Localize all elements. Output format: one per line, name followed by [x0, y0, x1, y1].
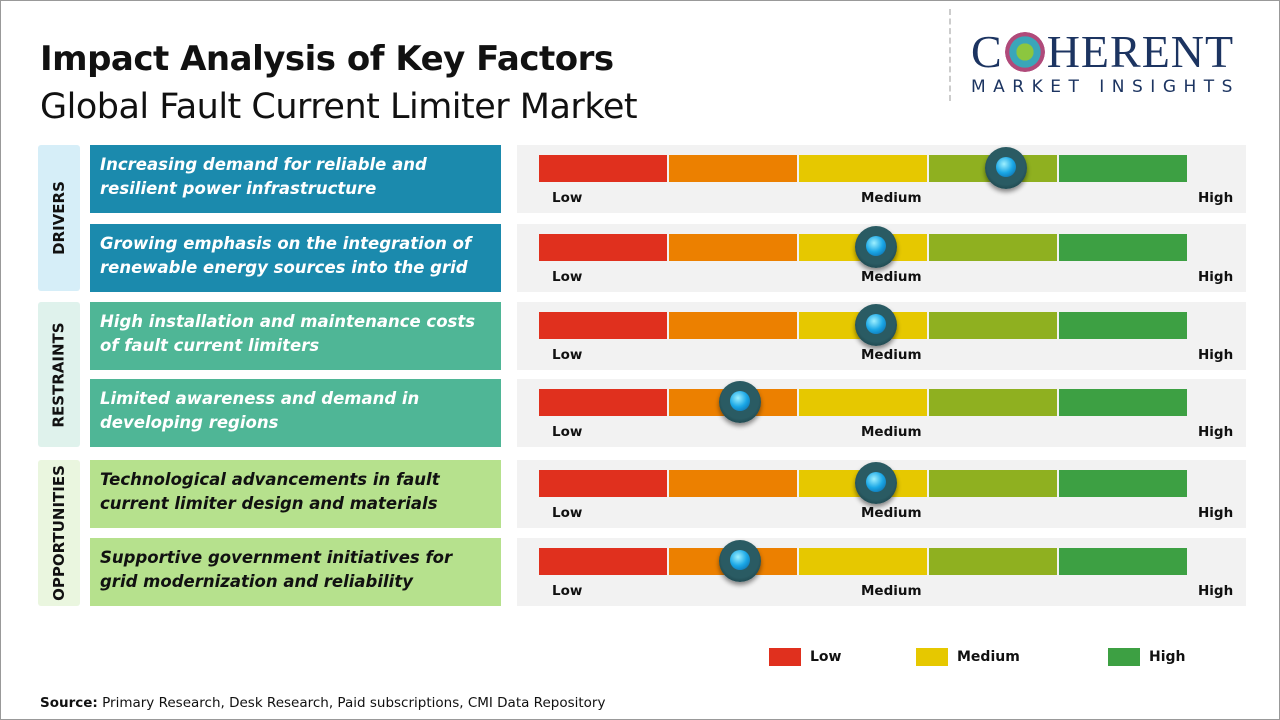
legend-swatch — [769, 648, 801, 666]
gauge-segment — [929, 312, 1057, 339]
gauge-label-high: High — [1198, 347, 1234, 363]
impact-gauge: Low Medium High — [517, 460, 1246, 528]
factor-text: Technological advancements in fault curr… — [90, 460, 501, 528]
gauge-bar — [539, 548, 1187, 575]
gauge-label-medium: Medium — [861, 269, 922, 285]
gauge-segment — [929, 548, 1057, 575]
gauge-label-high: High — [1198, 583, 1234, 599]
page-subtitle: Global Fault Current Limiter Market — [40, 87, 638, 127]
legend-label: Low — [810, 649, 842, 665]
gauge-segment — [669, 155, 797, 182]
divider — [949, 9, 951, 101]
gauge-label-medium: Medium — [861, 583, 922, 599]
source-label: Source: — [40, 695, 98, 711]
gauge-segment — [539, 470, 667, 497]
gauge-segment — [1059, 234, 1187, 261]
source-text: Primary Research, Desk Research, Paid su… — [97, 695, 606, 711]
gauge-segment — [539, 234, 667, 261]
category-restraints: RESTRAINTS — [38, 302, 80, 447]
gauge-bar — [539, 389, 1187, 416]
gauge-label-low: Low — [552, 424, 583, 440]
gauge-segment — [929, 389, 1057, 416]
gauge-label-low: Low — [552, 505, 583, 521]
logo-text: C — [971, 26, 1003, 77]
gauge-segment — [799, 155, 927, 182]
gauge-label-low: Low — [552, 269, 583, 285]
gauge-label-low: Low — [552, 347, 583, 363]
globe-icon — [1004, 32, 1045, 72]
gauge-bar — [539, 312, 1187, 339]
impact-gauge: Low Medium High — [517, 379, 1246, 447]
impact-gauge: Low Medium High — [517, 538, 1246, 606]
factor-text: Supportive government initiatives for gr… — [90, 538, 501, 606]
impact-gauge: Low Medium High — [517, 224, 1246, 292]
gauge-label-high: High — [1198, 505, 1234, 521]
gauge-segment — [1059, 470, 1187, 497]
gauge-segment — [669, 470, 797, 497]
gauge-knob-icon — [854, 226, 897, 268]
legend-swatch — [916, 648, 948, 666]
gauge-label-medium: Medium — [861, 505, 922, 521]
logo-subtext: MARKET INSIGHTS — [971, 77, 1240, 97]
legend-high: High — [1108, 648, 1186, 666]
category-label: DRIVERS — [50, 181, 69, 255]
legend-swatch — [1108, 648, 1140, 666]
gauge-segment — [929, 234, 1057, 261]
gauge-knob-icon — [718, 540, 761, 582]
legend-label: High — [1149, 649, 1186, 665]
gauge-segment — [539, 389, 667, 416]
factor-text: Increasing demand for reliable and resil… — [90, 145, 501, 213]
logo: C HERENT MARKET INSIGHTS — [971, 26, 1261, 98]
gauge-segment — [1059, 548, 1187, 575]
gauge-label-medium: Medium — [861, 347, 922, 363]
source-note: Source: Primary Research, Desk Research,… — [40, 695, 605, 711]
gauge-label-high: High — [1198, 269, 1234, 285]
gauge-knob-icon — [854, 462, 897, 504]
page-title: Impact Analysis of Key Factors — [40, 39, 614, 79]
gauge-segment — [929, 470, 1057, 497]
legend-medium: Medium — [916, 648, 1020, 666]
gauge-label-high: High — [1198, 424, 1234, 440]
gauge-segment — [669, 312, 797, 339]
gauge-segment — [1059, 389, 1187, 416]
category-opportunities: OPPORTUNITIES — [38, 460, 80, 606]
impact-gauge: Low Medium High — [517, 302, 1246, 370]
legend-label: Medium — [957, 649, 1020, 665]
category-label: RESTRAINTS — [50, 321, 69, 428]
gauge-segment — [1059, 155, 1187, 182]
gauge-knob-icon — [984, 147, 1027, 189]
factor-text: Limited awareness and demand in developi… — [90, 379, 501, 447]
legend-low: Low — [769, 648, 841, 666]
factor-text: Growing emphasis on the integration of r… — [90, 224, 501, 292]
gauge-segment — [539, 155, 667, 182]
category-drivers: DRIVERS — [38, 145, 80, 291]
gauge-bar — [539, 155, 1187, 182]
gauge-bar — [539, 234, 1187, 261]
gauge-label-high: High — [1198, 190, 1234, 206]
category-label: OPPORTUNITIES — [50, 465, 68, 601]
gauge-segment — [799, 389, 927, 416]
gauge-label-low: Low — [552, 583, 583, 599]
gauge-label-low: Low — [552, 190, 583, 206]
gauge-segment — [799, 548, 927, 575]
logo-text: HERENT — [1046, 26, 1235, 77]
gauge-label-medium: Medium — [861, 190, 922, 206]
factor-text: High installation and maintenance costs … — [90, 302, 501, 370]
gauge-segment — [669, 234, 797, 261]
gauge-knob-icon — [718, 381, 761, 423]
impact-gauge: Low Medium High — [517, 145, 1246, 213]
gauge-segment — [1059, 312, 1187, 339]
gauge-segment — [539, 548, 667, 575]
gauge-segment — [539, 312, 667, 339]
gauge-knob-icon — [854, 304, 897, 346]
gauge-label-medium: Medium — [861, 424, 922, 440]
